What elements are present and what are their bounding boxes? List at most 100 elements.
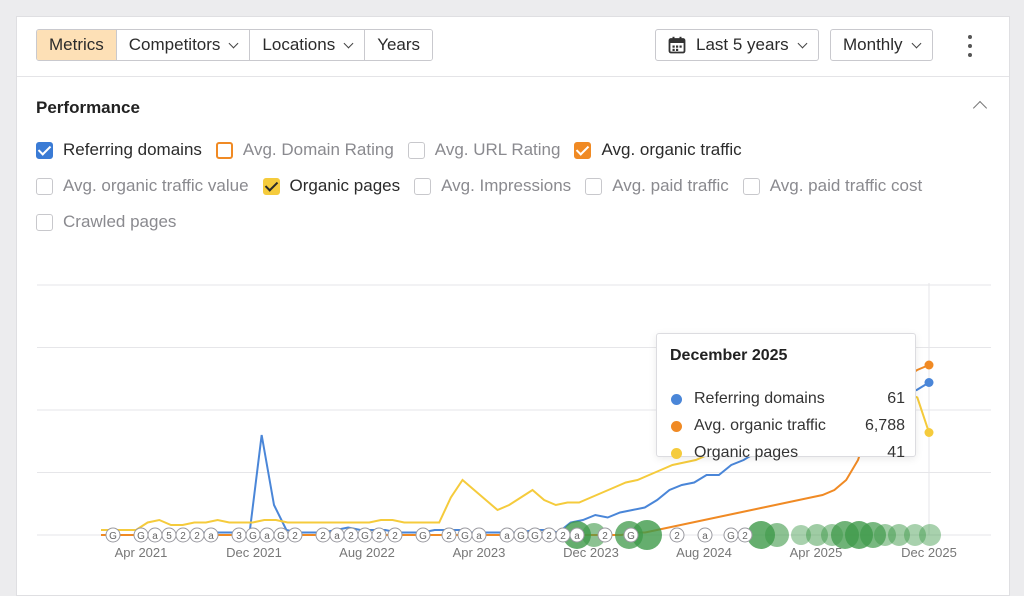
metric-crawled-pages[interactable]: Crawled pages <box>36 212 176 232</box>
metric-avg-domain-rating[interactable]: Avg. Domain Rating <box>215 140 394 160</box>
metric-label: Organic pages <box>289 176 401 195</box>
tooltip-title: December 2025 <box>670 347 788 364</box>
checkbox[interactable] <box>742 177 760 195</box>
annotation-marker-label: G <box>727 531 735 542</box>
metric-label: Avg. URL Rating <box>434 140 561 159</box>
metric-organic-pages[interactable]: Organic pages <box>262 176 401 196</box>
metric-row-3: Crawled pages <box>36 212 190 232</box>
metric-label: Avg. Impressions <box>441 176 572 195</box>
annotation-marker-label: a <box>702 531 708 542</box>
annotation-marker <box>669 527 685 543</box>
annotation-marker <box>569 527 585 543</box>
annotation-bubble <box>888 524 910 546</box>
chevron-down-icon <box>228 38 239 48</box>
tooltip-row-value: 41 <box>887 444 905 461</box>
annotation-marker-label: G <box>461 531 469 542</box>
series-dot <box>671 420 682 432</box>
metric-row-1: Referring domains Avg. Domain Rating Avg… <box>36 140 756 160</box>
interval-dropdown[interactable]: Monthly <box>830 29 933 61</box>
series-end-point <box>924 360 934 370</box>
tooltip-row-label: Organic pages <box>694 444 799 461</box>
annotation-marker <box>287 527 303 543</box>
annotation-marker <box>441 527 457 543</box>
chevron-up-icon[interactable] <box>972 100 988 116</box>
annotation-marker-label: G <box>517 531 525 542</box>
metric-referring-domains[interactable]: Referring domains <box>36 140 202 160</box>
tab-metrics[interactable]: Metrics <box>37 30 117 60</box>
chevron-down-icon <box>343 38 354 48</box>
tab-locations[interactable]: Locations <box>250 30 366 60</box>
annotation-marker <box>203 527 219 543</box>
annotation-marker-label: 2 <box>392 531 398 542</box>
checkbox[interactable] <box>585 177 603 195</box>
metric-avg-url-rating[interactable]: Avg. URL Rating <box>407 140 561 160</box>
checkbox[interactable] <box>36 141 53 159</box>
annotation-marker-label: 2 <box>194 531 200 542</box>
more-vertical-icon[interactable] <box>961 35 979 57</box>
annotation-marker <box>597 527 613 543</box>
annotation-marker-label: 5 <box>166 531 172 542</box>
series-dot <box>671 447 682 459</box>
metric-avg-organic-traffic-value[interactable]: Avg. organic traffic value <box>36 176 249 196</box>
view-tabs: Metrics Competitors Locations Years <box>36 29 434 61</box>
annotation-marker-label: a <box>264 531 270 542</box>
annotation-marker-label: G <box>109 531 117 542</box>
tab-competitors[interactable]: Competitors <box>116 30 251 60</box>
annotation-marker-label: a <box>504 531 510 542</box>
metric-label: Avg. organic traffic <box>601 140 742 159</box>
annotation-bubble <box>791 525 811 545</box>
annotation-marker-label: 2 <box>180 531 186 542</box>
tab-competitors-label: Competitors <box>128 35 221 54</box>
annotation-marker <box>387 527 403 543</box>
checkbox[interactable] <box>414 177 432 195</box>
annotation-marker-label: G <box>419 531 427 542</box>
metric-label: Crawled pages <box>63 212 177 231</box>
annotation-marker-label: 3 <box>236 531 242 542</box>
series-end-point <box>924 378 934 387</box>
checkbox[interactable] <box>262 177 280 195</box>
annotation-bubble <box>765 523 789 547</box>
annotation-bubble <box>582 523 606 547</box>
annotation-marker-label: 2 <box>348 531 354 542</box>
annotation-marker-label: 2 <box>560 531 566 542</box>
tab-locations-label: Locations <box>262 35 336 54</box>
metric-label: Referring domains <box>63 140 202 159</box>
tooltip-row: Referring domains 61 <box>671 390 905 408</box>
tooltip-row-value: 61 <box>887 390 905 407</box>
annotation-bubble <box>919 524 941 546</box>
checkbox[interactable] <box>407 141 425 159</box>
checkbox[interactable] <box>574 141 592 159</box>
annotation-marker-label: a <box>208 531 214 542</box>
tab-metrics-label: Metrics <box>49 35 104 54</box>
annotation-marker-label: 2 <box>602 531 608 542</box>
series-end-point <box>924 428 934 437</box>
checkbox[interactable] <box>215 141 233 159</box>
annotation-marker <box>415 527 431 543</box>
annotation-marker-label: G <box>277 531 285 542</box>
metric-label: Avg. paid traffic <box>612 176 729 195</box>
x-tick-label: Aug 2022 <box>339 545 395 560</box>
metric-label: Avg. organic traffic value <box>63 176 249 195</box>
metric-avg-paid-traffic[interactable]: Avg. paid traffic <box>585 176 729 196</box>
x-tick-label: Aug 2024 <box>676 545 732 560</box>
annotation-marker-label: G <box>627 531 635 542</box>
annotation-marker-label: a <box>574 531 580 542</box>
metric-avg-organic-traffic[interactable]: Avg. organic traffic <box>574 140 742 160</box>
tab-years[interactable]: Years <box>365 30 433 60</box>
tooltip-row: Organic pages 41 <box>671 444 905 462</box>
metric-avg-impressions[interactable]: Avg. Impressions <box>414 176 571 196</box>
checkbox[interactable] <box>36 177 53 195</box>
annotation-marker-label: 2 <box>546 531 552 542</box>
tooltip-row-value: 6,788 <box>864 417 905 434</box>
section-title: Performance <box>36 98 140 117</box>
date-range-dropdown[interactable]: Last 5 years <box>655 29 819 61</box>
series-dot <box>671 393 682 405</box>
checkbox[interactable] <box>36 213 53 231</box>
tab-years-label: Years <box>377 35 421 54</box>
performance-card: Metrics Competitors Locations Years Last… <box>16 16 1010 596</box>
calendar-icon <box>668 36 686 54</box>
annotation-marker <box>371 527 387 543</box>
metric-avg-paid-traffic-cost[interactable]: Avg. paid traffic cost <box>742 176 922 196</box>
date-range-label: Last 5 years <box>696 35 789 54</box>
annotation-marker-label: 2 <box>446 531 452 542</box>
